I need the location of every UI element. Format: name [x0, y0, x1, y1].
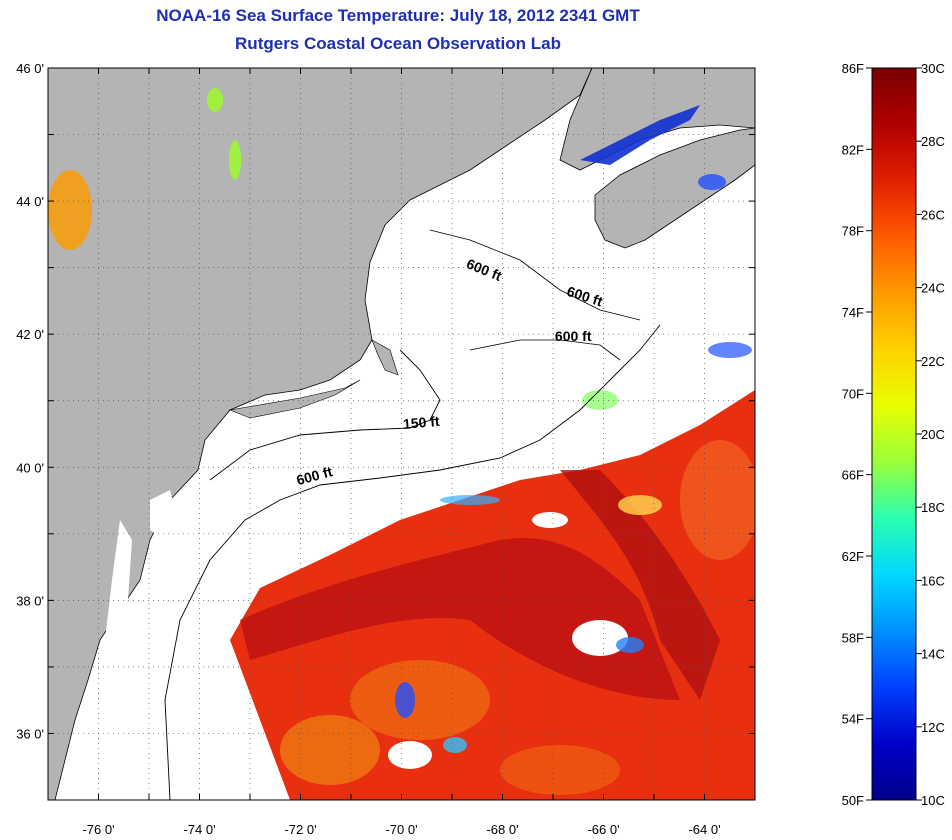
sst-cold-fundy — [580, 105, 700, 165]
cloud-patch — [532, 512, 568, 528]
colorbar-label-f: 70F — [842, 386, 864, 401]
colorbar-label-c: 22C — [921, 354, 945, 369]
colorbar-label-f: 66F — [842, 468, 864, 483]
x-tick-label: -76 0' — [82, 822, 114, 837]
lake-patch — [207, 88, 223, 112]
cloud-patch — [590, 400, 650, 440]
map-layers — [48, 68, 755, 800]
x-tick-label: -74 0' — [183, 822, 215, 837]
sst-cool-patch — [440, 495, 500, 505]
colorbar-label-c: 16C — [921, 573, 945, 588]
lat-lon-grid — [48, 68, 755, 800]
colorbar-label-c: 24C — [921, 281, 945, 296]
y-tick-label: 38 0' — [16, 593, 44, 608]
water-delaware-bay — [150, 490, 178, 540]
sst-cool-patch — [708, 342, 752, 358]
map-title: NOAA-16 Sea Surface Temperature: July 18… — [156, 6, 640, 25]
x-tick-label: -68 0' — [486, 822, 518, 837]
land-cape-cod — [371, 339, 399, 376]
colorbar-label-c: 12C — [921, 720, 945, 735]
lake-patch — [48, 170, 92, 250]
land-long-island — [228, 379, 361, 419]
axis-ticks: -76 0' -74 0' -72 0' -70 0' -68 0' -66 0' -64 … — [16, 61, 756, 837]
y-tick-label: 36 0' — [16, 726, 44, 741]
isobath-600ft — [164, 324, 661, 800]
sst-warm-patch — [350, 660, 490, 740]
colorbar: 86F 82F 78F 74F 70F 66F 62F 58F 54F 50F 30C 28C 26C… — [842, 61, 945, 808]
y-tick-label: 40 0' — [16, 460, 44, 475]
x-tick-label: -66 0' — [587, 822, 619, 837]
x-tick-label: -70 0' — [385, 822, 417, 837]
lake-patch — [229, 140, 241, 180]
cloud-patch — [572, 620, 628, 656]
sst-cool-patch — [395, 682, 415, 718]
land-nova-scotia — [594, 127, 755, 249]
sst-cool-patch — [582, 390, 618, 410]
colorbar-bar — [871, 67, 917, 801]
isobath-gulf-maine — [429, 229, 641, 361]
contour-label: 600 ft — [555, 328, 592, 344]
y-tick-label: 42 0' — [16, 327, 44, 342]
colorbar-label-c: 28C — [921, 134, 945, 149]
colorbar-label-f: 86F — [842, 61, 864, 76]
colorbar-celsius-labels: 30C 28C 26C 24C 22C 20C 18C 16C 14C 12C 10C — [916, 61, 945, 808]
colorbar-label-f: 50F — [842, 793, 864, 808]
sst-cool-patch — [616, 637, 644, 653]
x-tick-label: -72 0' — [284, 822, 316, 837]
colorbar-label-c: 30C — [921, 61, 945, 76]
colorbar-label-f: 54F — [842, 712, 864, 727]
sst-hot-band — [240, 538, 680, 700]
colorbar-label-c: 26C — [921, 207, 945, 222]
sst-cool-patch — [443, 737, 467, 753]
sst-cold-patch — [698, 174, 726, 190]
map-subtitle: Rutgers Coastal Ocean Observation Lab — [235, 34, 561, 53]
sst-warm-patch — [680, 440, 755, 560]
y-tick-label: 44 0' — [16, 194, 44, 209]
cloud-patch — [388, 741, 432, 769]
land-us-coast — [48, 68, 593, 800]
contour-label: 150 ft — [402, 413, 440, 432]
colorbar-label-c: 18C — [921, 500, 945, 515]
sst-warm-patch — [280, 715, 380, 785]
y-tick-label: 46 0' — [16, 61, 44, 76]
colorbar-label-f: 74F — [842, 305, 864, 320]
colorbar-label-c: 20C — [921, 427, 945, 442]
colorbar-fahrenheit-labels: 86F 82F 78F 74F 70F 66F 62F 58F 54F 50F — [842, 61, 872, 808]
colorbar-label-c: 10C — [921, 793, 945, 808]
water-chesapeake — [88, 520, 132, 760]
isobath-150ft — [209, 349, 441, 481]
colorbar-label-c: 14C — [921, 647, 945, 662]
colorbar-label-f: 62F — [842, 549, 864, 564]
colorbar-label-f: 58F — [842, 630, 864, 645]
sst-hot-band-east — [560, 470, 720, 700]
colorbar-label-f: 82F — [842, 142, 864, 157]
x-tick-label: -64 0' — [688, 822, 720, 837]
cloud-patch — [618, 495, 662, 515]
colorbar-label-f: 78F — [842, 224, 864, 239]
sst-warm-patch — [500, 745, 620, 795]
